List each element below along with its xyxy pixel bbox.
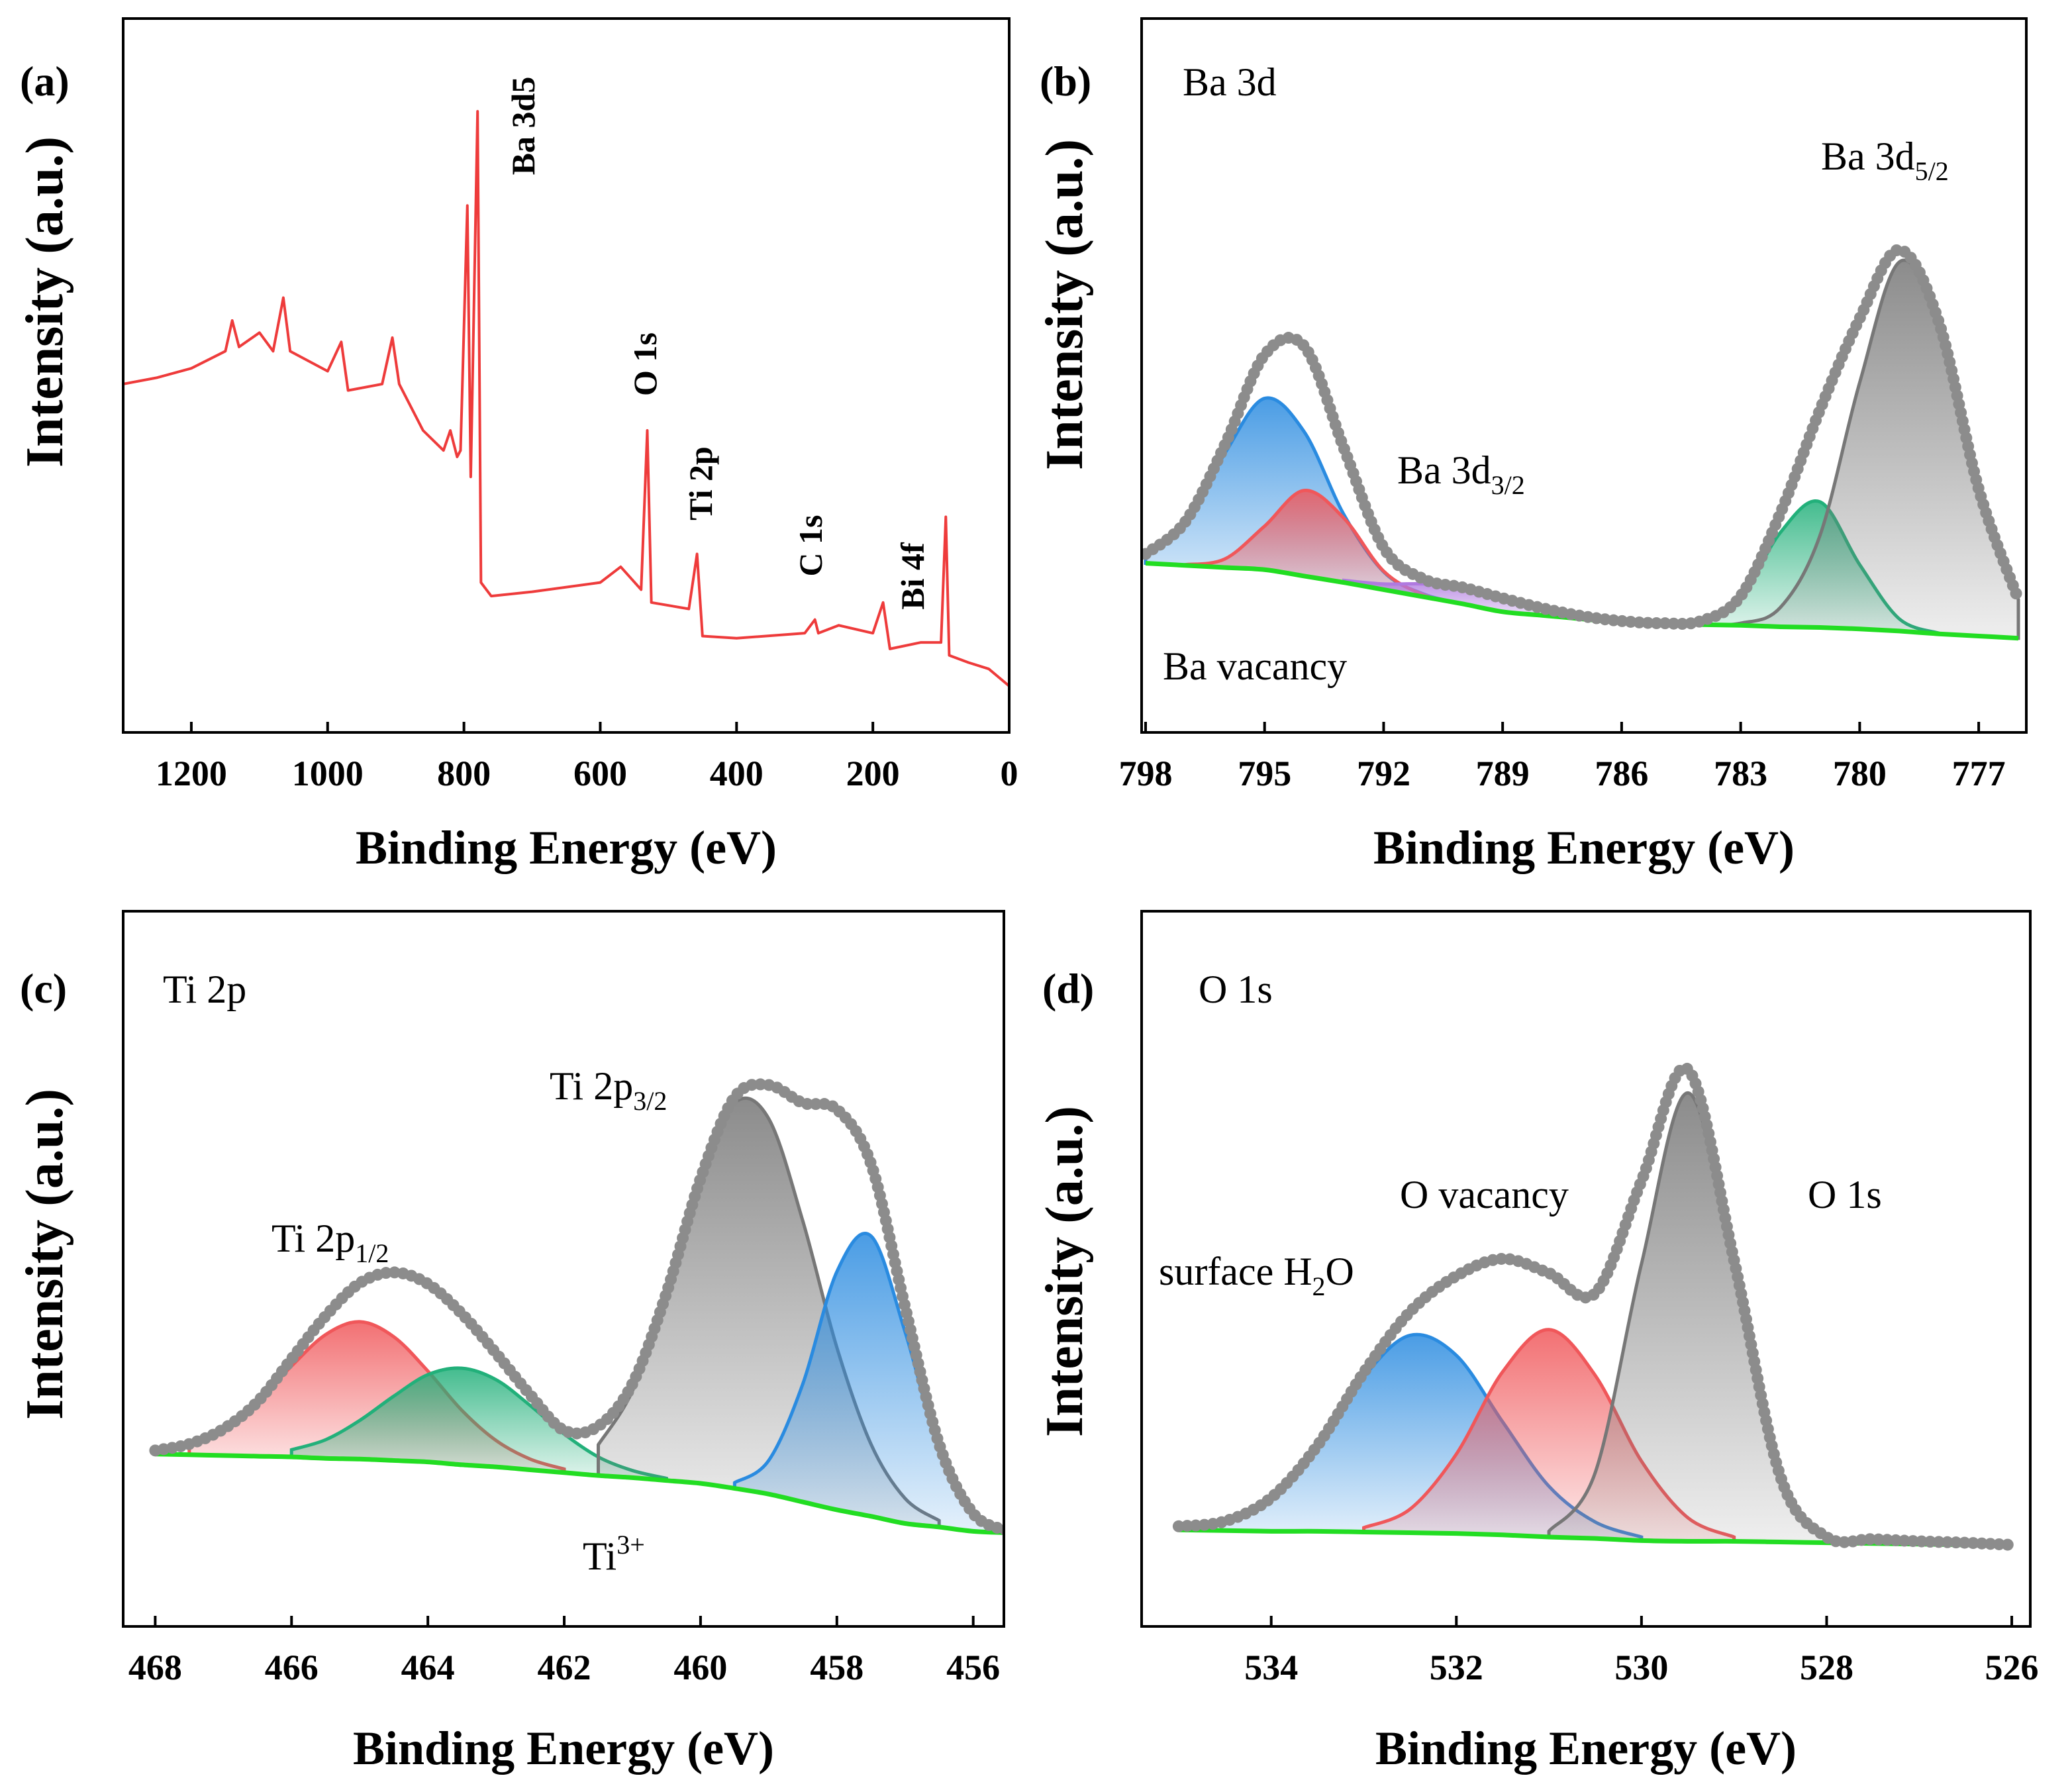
annotation: Ba 3d	[1183, 60, 1277, 104]
axes-frame	[1140, 910, 2032, 1628]
x-tick-label: 458	[810, 1648, 863, 1687]
x-axis-label: Binding Energy (eV)	[1373, 821, 1795, 874]
x-axis-label: Binding Energy (eV)	[356, 821, 777, 874]
x-tick-label: 777	[1952, 754, 2006, 793]
x-tick-label: 528	[1800, 1648, 1853, 1687]
x-tick-label: 795	[1238, 754, 1291, 793]
annotation-text: Ti	[583, 1534, 617, 1578]
x-axis-label: Binding Energy (eV)	[1375, 1722, 1797, 1775]
plot-area	[149, 1078, 1004, 1536]
x-tick-label: 466	[265, 1648, 319, 1687]
x-tick-label: 780	[1833, 754, 1887, 793]
annotation: surface H2O	[1159, 1250, 1354, 1301]
x-tick-label: 798	[1118, 754, 1172, 793]
panel-label: (d)	[1042, 965, 1094, 1012]
annotation-text: Ba 3d5	[505, 77, 542, 175]
annotation-subscript: 1/2	[355, 1238, 389, 1268]
annotation: O 1s	[1199, 968, 1273, 1011]
annotation: Ti 2p1/2	[271, 1217, 389, 1268]
y-axis-label: Intensity (a.u.)	[1036, 139, 1094, 470]
annotation-text: Ti 2p	[271, 1217, 355, 1260]
x-tick-label: 800	[437, 754, 491, 793]
annotation-text: Bi 4f	[894, 542, 931, 610]
x-tick-label: 200	[846, 754, 900, 793]
annotation: Ti 2p	[163, 968, 246, 1011]
annotation: Ti3+	[583, 1530, 645, 1578]
panel-label: (b)	[1040, 58, 1091, 105]
annotation-text: Ba vacancy	[1163, 644, 1347, 688]
x-tick-label: 1200	[156, 754, 227, 793]
x-tick-label: 456	[946, 1648, 1000, 1687]
annotation-subscript: 2	[1312, 1271, 1326, 1301]
x-tick-label: 1000	[292, 754, 364, 793]
annotation-text: Ti 2p	[163, 968, 246, 1011]
x-tick-label: 460	[673, 1648, 727, 1687]
annotation-text: Ti 2p	[550, 1064, 633, 1108]
annotation-text: Ba 3d	[1397, 448, 1491, 492]
x-tick-label: 464	[401, 1648, 455, 1687]
x-tick-label: 400	[710, 754, 764, 793]
data-markers	[1142, 244, 2025, 630]
annotation-text: O 1s	[1808, 1173, 1882, 1217]
annotation-text: O 1s	[1199, 968, 1273, 1011]
panel-label: (a)	[20, 58, 70, 105]
x-tick-label: 532	[1430, 1648, 1483, 1687]
x-tick-label: 783	[1714, 754, 1767, 793]
plot-area	[1142, 244, 2025, 641]
annotation: Bi 4f	[894, 542, 931, 610]
x-tick-label: 600	[573, 754, 627, 793]
annotation-text: surface H	[1159, 1250, 1312, 1293]
annotation: O 1s	[1808, 1173, 1882, 1217]
annotation-subscript: 5/2	[1915, 156, 1949, 186]
annotation-text: Ba 3d	[1821, 134, 1915, 178]
background-line	[155, 1452, 1004, 1535]
x-tick-label: 0	[1001, 754, 1018, 793]
annotation: C 1s	[792, 515, 829, 576]
annotation: Ba 3d5/2	[1821, 134, 1949, 186]
annotation: Ti 2p3/2	[550, 1064, 667, 1116]
panel-label: (c)	[20, 965, 67, 1012]
annotation-subscript: 3/2	[633, 1086, 667, 1116]
annotation: O vacancy	[1400, 1173, 1569, 1217]
annotation-text: Ba 3d	[1183, 60, 1277, 104]
y-axis-label: Intensity (a.u.)	[16, 1089, 74, 1420]
x-tick-label: 792	[1357, 754, 1410, 793]
annotation-superscript: 3+	[617, 1530, 645, 1560]
annotation: O 1s	[626, 332, 664, 396]
annotation-text: C 1s	[792, 515, 829, 576]
x-tick-label: 530	[1614, 1648, 1668, 1687]
annotation: Ba 3d5	[505, 77, 542, 175]
x-tick-label: 789	[1476, 754, 1530, 793]
annotation: Ti 2p	[682, 446, 719, 521]
x-tick-label: 526	[1985, 1648, 2039, 1687]
y-axis-label: Intensity (a.u.)	[1036, 1106, 1094, 1437]
data-markers	[149, 1078, 1004, 1536]
annotation-subscript: 3/2	[1491, 470, 1525, 500]
spectrum-line	[123, 110, 1009, 687]
annotation-text: O vacancy	[1400, 1173, 1569, 1217]
x-tick-label: 534	[1244, 1648, 1298, 1687]
annotation-text: O 1s	[626, 332, 664, 396]
x-tick-label: 786	[1595, 754, 1648, 793]
plot-area	[1172, 1062, 2018, 1551]
data-markers	[1172, 1062, 2018, 1551]
plot-area	[123, 110, 1009, 687]
annotation-text-tail: O	[1326, 1250, 1354, 1293]
x-tick-label: 468	[128, 1648, 182, 1687]
y-axis-label: Intensity (a.u.)	[16, 136, 74, 468]
x-axis-label: Binding Energy (eV)	[353, 1722, 774, 1775]
axes-frame	[1140, 17, 2028, 734]
annotation-text: Ti 2p	[682, 446, 719, 521]
annotation: Ba 3d3/2	[1397, 448, 1525, 500]
annotation: Ba vacancy	[1163, 644, 1347, 688]
axes-frame	[122, 17, 1011, 734]
x-tick-label: 462	[538, 1648, 591, 1687]
